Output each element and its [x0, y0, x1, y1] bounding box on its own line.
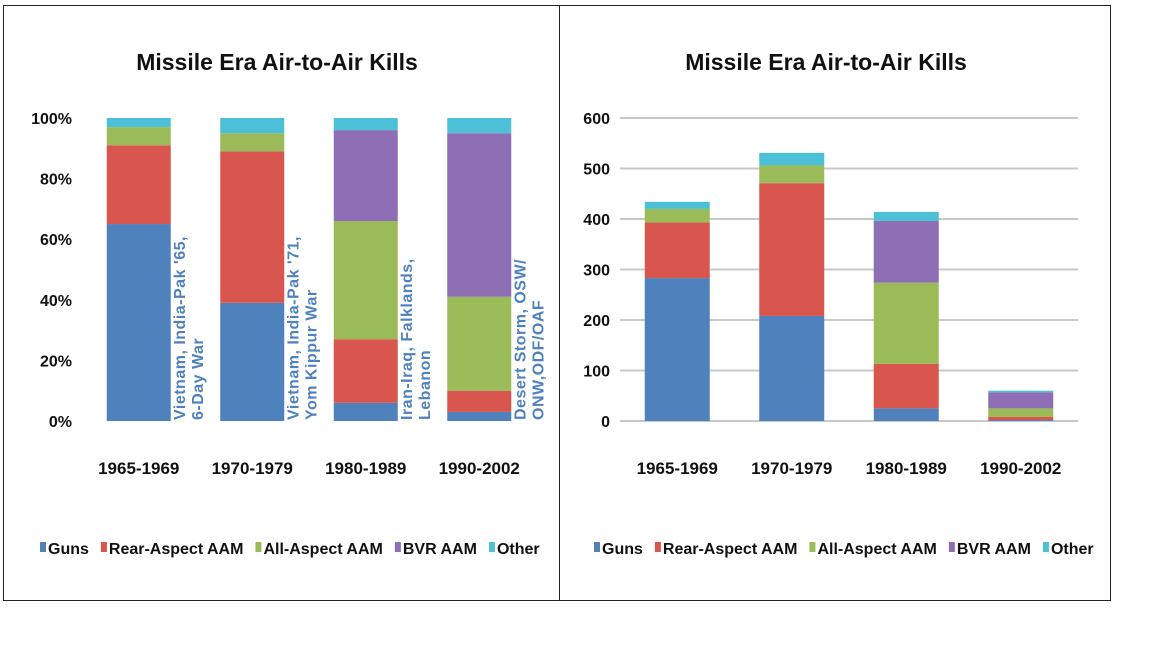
- legend-label-rear-aspect-aam: Rear-Aspect AAM: [109, 541, 244, 558]
- y-tick-label: 200: [583, 313, 610, 330]
- y-tick-label: 20%: [40, 353, 72, 370]
- bar-guns-1965-1969: [106, 224, 171, 421]
- bar-rear-aspect-aam-1965-1969: [106, 145, 171, 225]
- legend-swatch-rear-aspect-aam: [654, 542, 661, 552]
- legend-swatch-bvr-aam: [948, 542, 955, 552]
- bar-guns-1990-2002: [988, 419, 1054, 421]
- bar-all-aspect-aam-1970-1979: [759, 165, 825, 184]
- y-tick-label: 60%: [40, 232, 72, 249]
- bar-other-1990-2002: [988, 390, 1054, 393]
- bar-other-1970-1979: [759, 152, 825, 166]
- bar-rear-aspect-aam-1990-2002: [988, 416, 1054, 420]
- bar-all-aspect-aam-1970-1979: [220, 133, 285, 152]
- bar-all-aspect-aam-1990-2002: [447, 296, 512, 391]
- bar-all-aspect-aam-1990-2002: [988, 408, 1054, 417]
- bar-other-1980-1989: [333, 118, 398, 131]
- bar-other-1965-1969: [106, 118, 171, 128]
- y-tick-label: 500: [583, 162, 610, 179]
- bar-all-aspect-aam-1980-1989: [333, 221, 398, 340]
- bar-guns-1970-1979: [220, 302, 285, 421]
- bar-other-1990-2002: [447, 118, 512, 134]
- bar-bvr-aam-1980-1989: [333, 130, 398, 222]
- bar-bvr-aam-1990-2002: [447, 133, 512, 297]
- annotation-line: Iran-Iraq, Falklands,: [399, 258, 416, 420]
- bar-guns-1980-1989: [873, 408, 939, 421]
- legend-swatch-other: [1042, 542, 1049, 552]
- bar-other-1965-1969: [644, 201, 710, 209]
- legend-swatch-bvr-aam: [394, 542, 401, 552]
- bar-rear-aspect-aam-1980-1989: [873, 363, 939, 409]
- legend-swatch-rear-aspect-aam: [100, 542, 107, 552]
- chart-percent-stacked: Missile Era Air-to-Air Kills 0% 20% 40% 60%…: [31, 49, 547, 558]
- legend-label-all-aspect-aam: All-Aspect AAM: [817, 541, 936, 558]
- y-tick-label: 100%: [31, 111, 72, 128]
- legend-label-rear-aspect-aam: Rear-Aspect AAM: [663, 541, 798, 558]
- chart-title: Missile Era Air-to-Air Kills: [685, 49, 967, 75]
- bar-all-aspect-aam-1965-1969: [106, 127, 171, 146]
- y-tick-label: 40%: [40, 293, 72, 310]
- annotation-line: Vietnam, India-Pak '65,: [172, 236, 189, 420]
- bar-guns-1980-1989: [333, 402, 398, 421]
- bar-rear-aspect-aam-1990-2002: [447, 390, 512, 412]
- legend-label-guns: Guns: [48, 541, 89, 558]
- legend-swatch-all-aspect-aam: [255, 542, 262, 552]
- x-category-label: 1965-1969: [98, 459, 179, 478]
- bar-rear-aspect-aam-1980-1989: [333, 339, 398, 403]
- annotation-line: Lebanon: [417, 350, 434, 420]
- legend-swatch-other: [488, 542, 495, 552]
- legend-swatch-all-aspect-aam: [809, 542, 816, 552]
- period-annotation: Iran-Iraq, Falklands, Lebanon: [399, 258, 434, 420]
- panel-divider: [559, 5, 560, 601]
- legend-label-other: Other: [497, 541, 540, 558]
- legend-label-bvr-aam: BVR AAM: [957, 541, 1031, 558]
- x-category-label: 1980-1989: [325, 459, 406, 478]
- x-category-label: 1990-2002: [439, 459, 520, 478]
- bar-other-1970-1979: [220, 118, 285, 134]
- bar-guns-1970-1979: [759, 315, 825, 421]
- annotation-line: Yom Kippur War: [303, 289, 320, 420]
- figure-frame: [3, 5, 1111, 601]
- annotation-line: ONW,ODF/OAF: [530, 300, 547, 420]
- bar-all-aspect-aam-1965-1969: [644, 208, 710, 223]
- bar-all-aspect-aam-1980-1989: [873, 282, 939, 364]
- legend-label-bvr-aam: BVR AAM: [403, 541, 477, 558]
- bar-bvr-aam-1990-2002: [988, 392, 1054, 409]
- legend-label-other: Other: [1051, 541, 1094, 558]
- bar-guns-1965-1969: [644, 278, 710, 421]
- annotation-line: Vietnam, India-Pak '71,: [285, 236, 302, 420]
- bar-other-1980-1989: [873, 211, 939, 222]
- x-category-label: 1965-1969: [637, 459, 718, 478]
- bar-rear-aspect-aam-1970-1979: [220, 151, 285, 303]
- x-category-label: 1990-2002: [980, 459, 1061, 478]
- period-annotation: Vietnam, India-Pak '71, Yom Kippur War: [285, 236, 320, 420]
- chart-title: Missile Era Air-to-Air Kills: [136, 49, 418, 75]
- bar-rear-aspect-aam-1965-1969: [644, 222, 710, 279]
- x-category-label: 1980-1989: [866, 459, 947, 478]
- annotation-line: 6-Day War: [190, 338, 207, 420]
- y-tick-label: 0: [601, 414, 610, 431]
- legend-swatch-guns: [40, 542, 46, 552]
- legend-label-guns: Guns: [602, 541, 643, 558]
- x-category-label: 1970-1979: [751, 459, 832, 478]
- bar-rear-aspect-aam-1970-1979: [759, 183, 825, 316]
- y-tick-label: 80%: [40, 172, 72, 189]
- y-tick-label: 400: [583, 212, 610, 229]
- y-tick-label: 300: [583, 263, 610, 280]
- x-category-label: 1970-1979: [212, 459, 293, 478]
- period-annotation: Vietnam, India-Pak '65, 6-Day War: [172, 236, 207, 420]
- legend-label-all-aspect-aam: All-Aspect AAM: [263, 541, 382, 558]
- y-tick-label: 0%: [49, 414, 72, 431]
- y-tick-label: 600: [583, 111, 610, 128]
- legend-swatch-guns: [594, 542, 600, 552]
- chart-count-stacked: Missile Era Air-to-Air Kills 0 100 200 300 4…: [583, 49, 1094, 558]
- y-tick-label: 100: [583, 364, 610, 381]
- annotation-line: Desert Storm, OSW/: [512, 259, 529, 420]
- period-annotation: Desert Storm, OSW/ONW,ODF/OAF: [512, 259, 547, 420]
- bar-bvr-aam-1980-1989: [873, 221, 939, 283]
- bar-guns-1990-2002: [447, 411, 512, 421]
